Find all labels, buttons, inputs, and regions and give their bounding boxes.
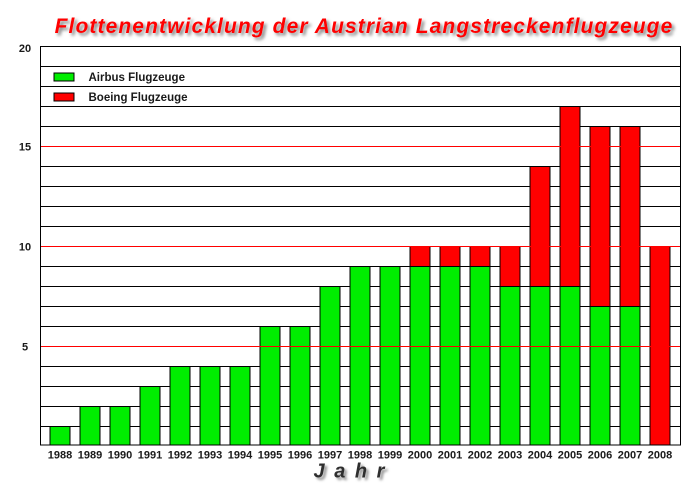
- svg-text:20: 20: [19, 43, 31, 55]
- svg-text:Flottenentwicklung der Austria: Flottenentwicklung der Austrian Langstre…: [55, 15, 674, 38]
- svg-text:1989: 1989: [78, 450, 102, 462]
- svg-text:1994: 1994: [228, 450, 253, 462]
- svg-text:2008: 2008: [648, 450, 672, 462]
- svg-text:J a h r: J a h r: [314, 461, 387, 483]
- svg-text:Airbus Flugzeuge: Airbus Flugzeuge: [89, 72, 185, 84]
- svg-text:2003: 2003: [498, 450, 522, 462]
- svg-text:2006: 2006: [588, 450, 612, 462]
- svg-text:2000: 2000: [408, 450, 432, 462]
- svg-text:1996: 1996: [288, 450, 312, 462]
- svg-text:2004: 2004: [528, 450, 553, 462]
- svg-text:1993: 1993: [198, 450, 222, 462]
- svg-text:1998: 1998: [348, 450, 372, 462]
- svg-text:2007: 2007: [618, 450, 642, 462]
- svg-text:5: 5: [22, 341, 28, 353]
- svg-text:1992: 1992: [168, 450, 192, 462]
- svg-text:10: 10: [19, 241, 31, 253]
- svg-text:2001: 2001: [438, 450, 462, 462]
- svg-text:15: 15: [19, 141, 31, 153]
- svg-text:1988: 1988: [48, 450, 72, 462]
- svg-text:2002: 2002: [468, 450, 492, 462]
- svg-text:1995: 1995: [258, 450, 282, 462]
- svg-text:2005: 2005: [558, 450, 582, 462]
- svg-text:1997: 1997: [318, 450, 342, 462]
- svg-text:1990: 1990: [108, 450, 132, 462]
- svg-text:Boeing Flugzeuge: Boeing Flugzeuge: [89, 92, 188, 104]
- svg-text:1991: 1991: [138, 450, 162, 462]
- svg-text:1999: 1999: [378, 450, 402, 462]
